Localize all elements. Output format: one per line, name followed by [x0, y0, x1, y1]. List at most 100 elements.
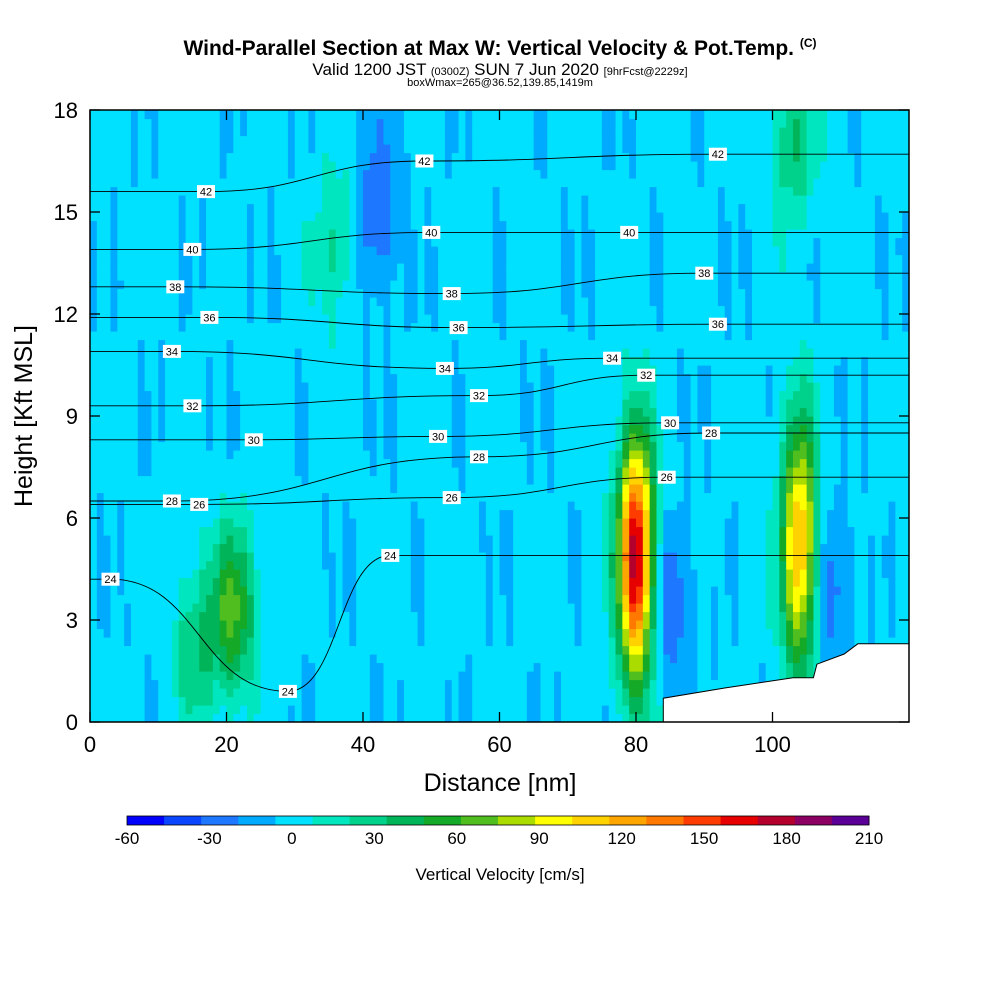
- field-cell: [752, 560, 760, 570]
- field-cell: [465, 484, 473, 494]
- field-cell: [171, 577, 180, 587]
- field-cell: [260, 696, 269, 706]
- field-cell: [233, 390, 241, 400]
- field-cell: [813, 424, 821, 434]
- field-cell: [137, 628, 146, 638]
- field-cell: [410, 535, 419, 545]
- field-cell: [479, 552, 487, 562]
- field-cell: [171, 696, 180, 706]
- field-cell: [786, 433, 794, 443]
- field-cell: [472, 586, 480, 596]
- field-cell: [629, 450, 637, 460]
- field-cell: [117, 611, 125, 621]
- field-cell: [683, 594, 692, 604]
- field-cell: [786, 577, 794, 587]
- field-cell: [792, 382, 801, 392]
- field-cell: [301, 518, 309, 528]
- field-cell: [738, 518, 746, 528]
- field-cell: [786, 594, 794, 604]
- field-cell: [171, 475, 180, 485]
- field-cell: [287, 526, 296, 536]
- field-cell: [117, 560, 125, 570]
- field-cell: [711, 467, 719, 477]
- field-cell: [171, 671, 180, 681]
- field-cell: [294, 501, 303, 511]
- field-cell: [656, 560, 664, 570]
- field-cell: [717, 441, 726, 451]
- field-cell: [253, 424, 262, 434]
- field-cell: [861, 407, 869, 417]
- field-cell: [219, 705, 228, 715]
- field-cell: [820, 433, 828, 443]
- field-cell: [199, 433, 207, 443]
- field-cell: [267, 654, 275, 664]
- field-cell: [417, 543, 426, 553]
- field-cell: [752, 662, 760, 672]
- field-cell: [567, 620, 576, 630]
- field-cell: [772, 577, 780, 587]
- field-cell: [540, 484, 548, 494]
- field-cell: [124, 637, 132, 647]
- field-cell: [622, 569, 630, 579]
- field-cell: [506, 620, 514, 630]
- field-cell: [206, 526, 214, 536]
- field-cell: [206, 424, 214, 434]
- field-cell: [308, 501, 316, 511]
- field-cell: [601, 373, 610, 383]
- field-cell: [96, 373, 105, 383]
- field-cell: [711, 535, 719, 545]
- field-cell: [601, 509, 610, 519]
- field-cell: [185, 535, 193, 545]
- field-cell: [595, 696, 603, 706]
- field-cell: [861, 518, 869, 528]
- field-cell: [90, 552, 98, 562]
- field-cell: [533, 501, 542, 511]
- field-cell: [431, 373, 439, 383]
- field-cell: [342, 560, 350, 570]
- field-cell: [397, 467, 405, 477]
- field-cell: [827, 611, 835, 621]
- field-cell: [410, 433, 419, 443]
- field-cell: [240, 382, 248, 392]
- field-cell: [397, 450, 405, 460]
- field-cell: [308, 645, 316, 655]
- field-cell: [622, 679, 630, 689]
- field-cell: [444, 526, 453, 536]
- field-cell: [560, 416, 569, 426]
- field-cell: [752, 450, 760, 460]
- field-cell: [888, 492, 896, 502]
- field-cell: [485, 484, 494, 494]
- field-cell: [683, 518, 692, 528]
- field-cell: [158, 577, 166, 587]
- field-cell: [492, 645, 501, 655]
- field-cell: [676, 416, 685, 426]
- field-cell: [144, 603, 153, 613]
- field-cell: [301, 424, 309, 434]
- field-cell: [90, 458, 98, 468]
- field-cell: [438, 569, 446, 579]
- field-cell: [267, 441, 275, 451]
- field-cell: [717, 484, 726, 494]
- field-cell: [410, 628, 419, 638]
- field-cell: [124, 603, 132, 613]
- field-cell: [636, 696, 644, 706]
- field-cell: [670, 543, 678, 553]
- field-cell: [90, 382, 98, 392]
- field-cell: [717, 637, 726, 647]
- field-cell: [90, 577, 98, 587]
- field-cell: [758, 467, 767, 477]
- field-cell: [90, 407, 98, 417]
- field-cell: [369, 552, 378, 562]
- field-cell: [103, 671, 112, 681]
- field-cell: [697, 662, 705, 672]
- field-cell: [369, 628, 378, 638]
- field-cell: [110, 373, 118, 383]
- field-cell: [533, 705, 542, 715]
- field-cell: [246, 407, 255, 417]
- field-cell: [888, 399, 896, 409]
- field-cell: [820, 509, 828, 519]
- field-cell: [792, 543, 801, 553]
- field-cell: [192, 569, 200, 579]
- field-cell: [431, 552, 439, 562]
- field-cell: [799, 484, 808, 494]
